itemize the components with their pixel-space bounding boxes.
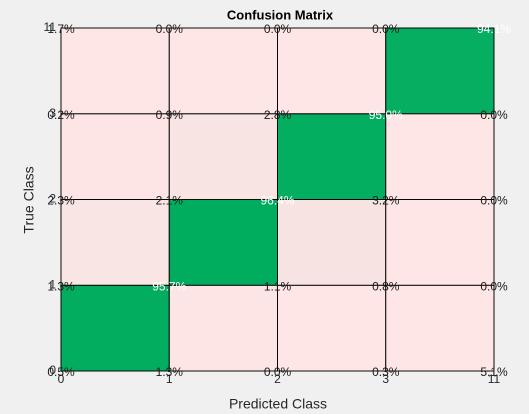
value-label: 5.1%: [480, 365, 508, 379]
cell: [277, 27, 387, 115]
value-label: 0.8%: [372, 279, 400, 293]
value-label: 0.0%: [480, 194, 508, 208]
value-label: 2.8%: [264, 108, 292, 122]
chart-title: Confusion Matrix: [227, 7, 334, 22]
x-tick-label: 2: [274, 372, 281, 386]
value-label: 0.0%: [480, 279, 508, 293]
cell: [385, 199, 495, 286]
x-tick-label: 3: [382, 372, 389, 386]
value-label: 95.7%: [152, 279, 186, 293]
cell: [277, 284, 387, 372]
value-label: 95.0%: [369, 108, 403, 122]
value-label: 1.3%: [156, 365, 184, 379]
value-label: 94.1%: [477, 22, 511, 36]
cell: [60, 284, 170, 372]
value-label: 0.0%: [480, 108, 508, 122]
x-tick-label: 11: [488, 372, 501, 386]
value-label: 1.7%: [47, 22, 75, 36]
value-label: 0.0%: [264, 22, 292, 36]
value-label: 0.3%: [372, 365, 400, 379]
cell: [385, 284, 495, 372]
y-tick-label: 1: [49, 277, 56, 291]
cell: [385, 113, 495, 200]
value-label: 0.5%: [47, 365, 75, 379]
value-label: 0.2%: [47, 108, 75, 122]
cell: [168, 113, 278, 200]
value-label: 2.3%: [47, 194, 75, 208]
value-label: 1.3%: [47, 279, 75, 293]
value-label: 0.9%: [156, 108, 184, 122]
value-label: 1.1%: [264, 279, 292, 293]
cell: [60, 113, 170, 200]
cell: [385, 27, 495, 115]
value-label: 2.1%: [156, 194, 184, 208]
y-tick-label: 3: [49, 106, 56, 120]
cell: [168, 27, 278, 115]
value-label: 0.0%: [264, 365, 292, 379]
y-tick-label: 0: [49, 363, 56, 377]
y-tick-label: 11: [44, 20, 57, 34]
value-label: 0.0%: [372, 22, 400, 36]
cell: [60, 27, 170, 115]
y-tick-label: 2: [49, 192, 56, 206]
y-axis-label: True Class: [21, 166, 37, 233]
x-tick-label: 0: [58, 372, 65, 386]
x-axis-label: Predicted Class: [229, 396, 327, 412]
value-label: 3.2%: [372, 194, 400, 208]
cell: [168, 284, 278, 372]
value-label: 0.0%: [156, 22, 184, 36]
cell: [168, 199, 278, 286]
cell: [277, 113, 387, 200]
cell: [60, 199, 170, 286]
value-label: 96.4%: [260, 194, 294, 208]
cell: [277, 199, 387, 286]
x-tick-label: 1: [166, 372, 173, 386]
